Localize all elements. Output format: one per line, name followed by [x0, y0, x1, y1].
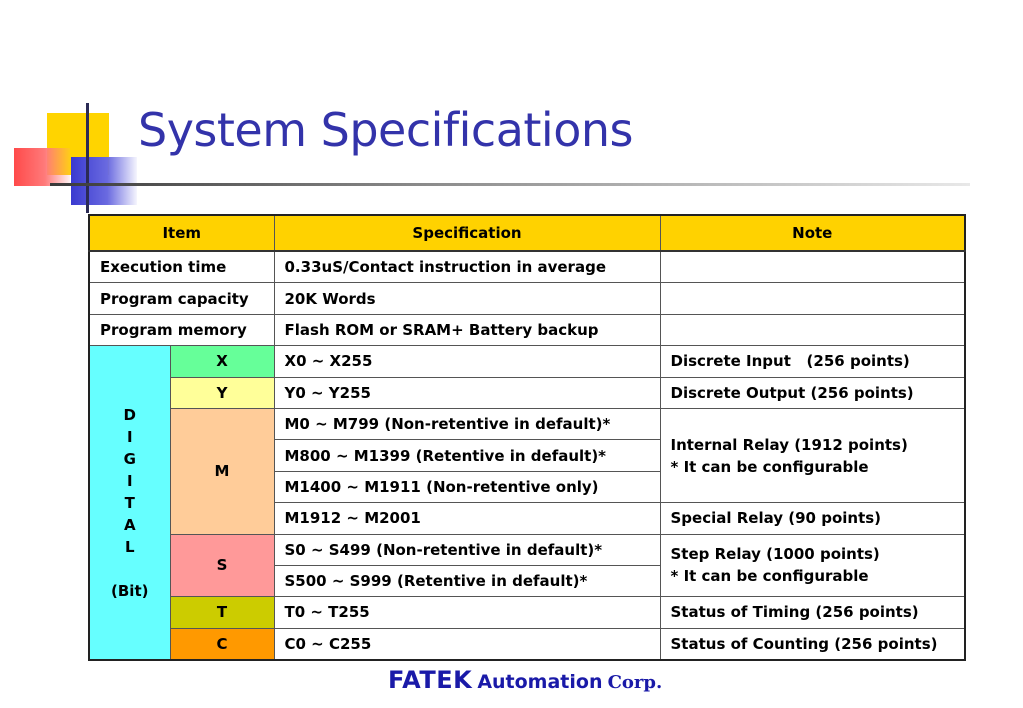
spec-table: Item Specification Note Execution time 0… — [88, 214, 966, 662]
footer-automation: Automation — [477, 671, 603, 693]
table-row: Program capacity 20K Words — [88, 282, 966, 315]
digital-bit-label: (Bit) — [111, 581, 149, 600]
table-row-m: M1400 ~ M1911 (Non-retentive only) — [89, 470, 965, 504]
decor-vertical-line — [86, 103, 89, 213]
footer-brand: FATEK — [388, 666, 473, 694]
footer-logo: FATEK Automation Corp. — [388, 666, 662, 694]
table-row-y: Y Y0 ~ Y255 Discrete Output (256 points) — [89, 376, 966, 409]
code-s: S — [169, 533, 275, 598]
table-row-m: M1912 ~ M2001 Special Relay (90 points) — [89, 502, 966, 535]
table-row-t: T T0 ~ T255 Status of Timing (256 points… — [89, 596, 966, 629]
header-specification: Specification — [273, 214, 661, 252]
table-row-m: M M0 ~ M799 (Non-retentive in default)* … — [89, 407, 966, 535]
spec-x: X0 ~ X255 — [273, 345, 661, 378]
title-underline — [50, 183, 970, 186]
footer-corp: Corp. — [607, 672, 663, 693]
table-row-m: M800 ~ M1399 (Retentive in default)* — [89, 439, 965, 472]
row-note — [659, 282, 966, 315]
note-t: Status of Timing (256 points) — [659, 596, 966, 629]
table-row-s: S S0 ~ S499 (Non-retentive in default)* … — [89, 533, 966, 598]
code-m: M — [169, 407, 275, 535]
table-row: Execution time 0.33uS/Contact instructio… — [88, 250, 966, 284]
note-s: Step Relay (1000 points) * It can be con… — [659, 533, 966, 598]
table-header-row: Item Specification Note — [88, 214, 966, 252]
row-note — [659, 250, 966, 284]
row-note — [659, 313, 966, 347]
code-t: T — [169, 596, 275, 629]
digital-side-label: D I G I T A L (Bit) — [88, 345, 171, 661]
spec-s-1: S500 ~ S999 (Retentive in default)* — [273, 564, 661, 598]
table-row-x: D I G I T A L (Bit) X X0 ~ X255 Discrete… — [88, 345, 966, 661]
spec-m-2: M1400 ~ M1911 (Non-retentive only) — [273, 470, 661, 504]
table-row-s: S500 ~ S999 (Retentive in default)* — [89, 564, 965, 598]
row-spec: 20K Words — [273, 282, 661, 315]
row-spec: 0.33uS/Contact instruction in average — [273, 250, 661, 284]
code-c: C — [169, 627, 275, 661]
decor-red-block — [14, 148, 70, 186]
spec-m-1: M800 ~ M1399 (Retentive in default)* — [273, 439, 661, 472]
spec-m-0: M0 ~ M799 (Non-retentive in default)* — [273, 407, 661, 441]
spec-c: C0 ~ C255 — [273, 627, 661, 661]
row-item: Execution time — [88, 250, 275, 284]
spec-y: Y0 ~ Y255 — [273, 376, 661, 409]
note-m: Internal Relay (1912 points) * It can be… — [659, 407, 966, 504]
row-item: Program capacity — [88, 282, 275, 315]
header-note: Note — [659, 214, 966, 252]
note-x: Discrete Input (256 points) — [659, 345, 966, 378]
code-x: X — [169, 345, 275, 378]
row-item: Program memory — [88, 313, 275, 347]
slide-title: System Specifications — [138, 103, 633, 157]
row-spec: Flash ROM or SRAM+ Battery backup — [273, 313, 661, 347]
spec-t: T0 ~ T255 — [273, 596, 661, 629]
decor-blue-block — [71, 157, 137, 205]
spec-m-3: M1912 ~ M2001 — [273, 502, 661, 535]
table-row-c: C C0 ~ C255 Status of Counting (256 poin… — [89, 627, 966, 661]
note-c: Status of Counting (256 points) — [659, 627, 966, 661]
code-y: Y — [169, 376, 275, 409]
table-row: Program memory Flash ROM or SRAM+ Batter… — [88, 313, 966, 347]
note-m-special: Special Relay (90 points) — [659, 502, 966, 535]
spec-s-0: S0 ~ S499 (Non-retentive in default)* — [273, 533, 661, 566]
header-item: Item — [88, 214, 275, 252]
note-y: Discrete Output (256 points) — [659, 376, 966, 409]
